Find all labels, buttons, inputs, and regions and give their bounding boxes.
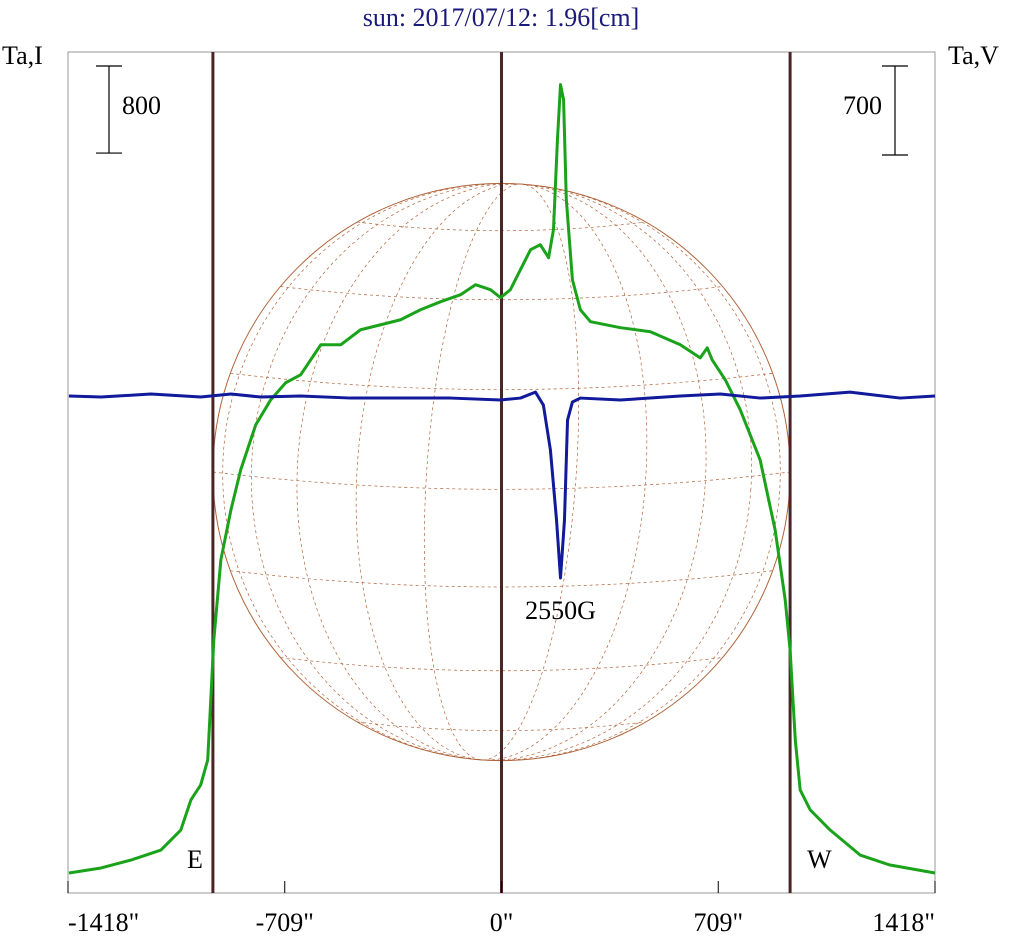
x-tick-label: 1418" bbox=[872, 908, 935, 937]
x-tick-label: 709" bbox=[693, 908, 743, 937]
parallel bbox=[280, 286, 723, 301]
meridian bbox=[251, 183, 752, 761]
x-tick-label: -709" bbox=[256, 908, 314, 937]
series-line bbox=[68, 390, 936, 580]
peak-label: 2550G bbox=[525, 596, 596, 625]
x-tick-label: -1418" bbox=[68, 908, 139, 937]
scale-bar-v-label: 700 bbox=[843, 91, 882, 120]
parallel bbox=[280, 657, 723, 672]
limb-label: W bbox=[807, 845, 832, 874]
scale-bar-label: 800 bbox=[122, 91, 161, 120]
limb-label: E bbox=[187, 845, 203, 874]
y-axis-label: Ta,I bbox=[2, 41, 43, 70]
chart-title: sun: 2017/07/12: 1.96[cm] bbox=[363, 3, 640, 32]
y2-axis-label: Ta,V bbox=[948, 41, 999, 70]
x-tick-label: 0" bbox=[490, 908, 514, 937]
series-line bbox=[68, 83, 936, 875]
meridian bbox=[423, 183, 580, 761]
